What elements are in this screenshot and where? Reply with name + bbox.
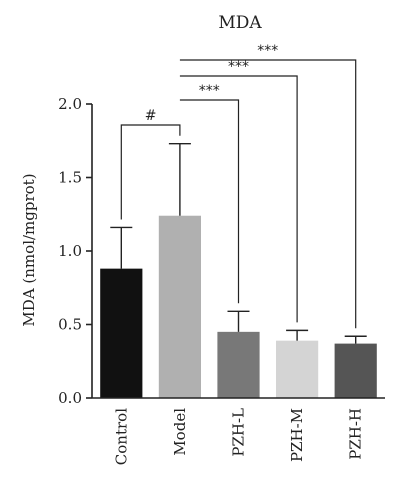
bars bbox=[100, 215, 377, 398]
y-axis-label: MDA (nmol/mgprot) bbox=[20, 173, 38, 326]
significance-label: *** bbox=[257, 43, 278, 59]
x-category-label: Control bbox=[112, 408, 130, 465]
bar-pzh-m bbox=[276, 340, 319, 398]
bar-pzh-l bbox=[217, 331, 260, 398]
x-category-label: PZH-M bbox=[288, 408, 306, 462]
y-tick-label: 0.0 bbox=[58, 389, 82, 407]
bar-control bbox=[100, 268, 143, 398]
significance-label: # bbox=[145, 108, 157, 124]
significance-brackets: # *** *** *** bbox=[120, 43, 357, 329]
x-category-label: PZH-H bbox=[347, 408, 365, 460]
y-axis-ticks: 0.0 0.5 1.0 1.5 2.0 bbox=[58, 95, 92, 407]
y-tick-label: 1.0 bbox=[58, 242, 82, 260]
significance-bracket bbox=[120, 124, 181, 220]
y-tick-label: 1.5 bbox=[58, 169, 82, 187]
significance-bracket bbox=[179, 75, 298, 323]
x-axis-categories: Control Model PZH-L PZH-M PZH-H bbox=[112, 408, 364, 465]
y-tick-label: 0.5 bbox=[58, 316, 82, 334]
error-bars bbox=[110, 142, 367, 344]
bar-pzh-h bbox=[334, 343, 377, 398]
y-tick-label: 2.0 bbox=[58, 95, 82, 113]
x-category-label: Model bbox=[171, 408, 189, 456]
chart-title: MDA bbox=[218, 13, 262, 33]
bar-model bbox=[158, 215, 201, 398]
significance-label: *** bbox=[199, 83, 220, 99]
x-category-label: PZH-L bbox=[230, 408, 248, 457]
significance-bracket bbox=[179, 59, 357, 329]
significance-label: *** bbox=[228, 59, 249, 75]
significance-bracket bbox=[179, 99, 240, 304]
